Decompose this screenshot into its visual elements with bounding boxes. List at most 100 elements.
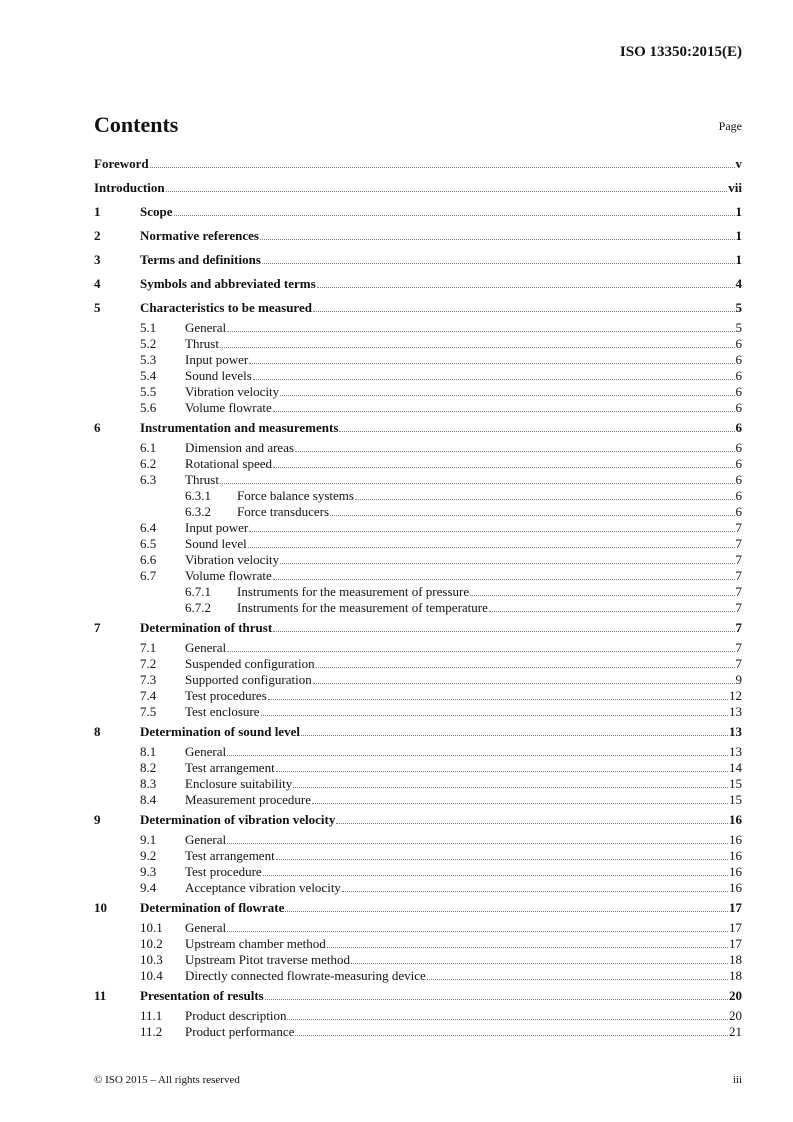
toc-entry[interactable]: 7 Determination of thrust 7 [94,616,742,640]
toc-entry[interactable]: 5.4 Sound levels 6 [94,368,742,384]
toc-entry[interactable]: 1 Scope 1 [94,200,742,224]
toc-entry-number: 3 [94,252,101,267]
toc-entry[interactable]: 6 Instrumentation and measurements 6 [94,416,742,440]
dot-leader [260,238,735,240]
toc-entry-title: Thrust [185,336,219,351]
dot-leader [275,770,728,772]
dot-leader [293,786,728,788]
toc-entry-number: 9.1 [140,832,157,847]
toc-entry[interactable]: 7.4 Test procedures 12 [94,688,742,704]
toc-entry-number: 9.2 [140,848,157,863]
toc-entry[interactable]: 6.7 Volume flowrate 7 [94,568,742,584]
toc-entry-title: Upstream chamber method [185,936,326,951]
dot-leader [267,698,728,700]
toc-entry[interactable]: 10.1 General 17 [94,920,742,936]
toc-entry[interactable]: 10.4 Directly connected flowrate-measurin… [94,968,742,984]
toc-entry-page: 6 [735,472,743,487]
toc-entry[interactable]: 10.2 Upstream chamber method 17 [94,936,742,952]
toc-entry[interactable]: 6.7.1 Instruments for the measurement of … [94,584,742,600]
toc-entry-title: Vibration velocity [185,552,280,567]
toc-entry[interactable]: 9.3 Test procedure 16 [94,864,742,880]
toc-entry-page: 6 [735,488,743,503]
toc-entry-page: 6 [735,336,743,351]
toc-entry-page: 17 [729,900,742,915]
dot-leader [249,362,735,364]
toc-entry[interactable]: 7.2 Suspended configuration 7 [94,656,742,672]
toc-entry[interactable]: 4 Symbols and abbreviated terms 4 [94,272,742,296]
dot-leader [311,802,728,804]
dot-leader [227,842,728,844]
toc-entry-title: Directly connected flowrate-measuring de… [185,968,426,983]
toc-entry-number: 5.1 [140,320,157,335]
toc-entry[interactable]: 6.3 Thrust 6 [94,472,742,488]
toc-entry-number: 10.3 [140,952,163,967]
toc-entry[interactable]: 7.3 Supported configuration 9 [94,672,742,688]
toc-entry-number: 6.6 [140,552,157,567]
toc-entry-page: 4 [735,276,743,291]
toc-entry[interactable]: 5.3 Input power 6 [94,352,742,368]
toc-entry[interactable]: 6.6 Vibration velocity 7 [94,552,742,568]
toc-entry-page: 6 [735,420,743,435]
toc-entry[interactable]: 8.4 Measurement procedure 15 [94,792,742,808]
toc-entry[interactable]: 10.3 Upstream Pitot traverse method 18 [94,952,742,968]
toc-entry[interactable]: 5.1 General 5 [94,320,742,336]
toc-entry[interactable]: 5.5 Vibration velocity 6 [94,384,742,400]
toc-entry[interactable]: 10 Determination of flowrate 17 [94,896,742,920]
dot-leader [272,410,735,412]
toc-entry[interactable]: 9.4 Acceptance vibration velocity 16 [94,880,742,896]
toc-entry-page: 6 [735,504,743,519]
toc-entry-page: 17 [729,920,742,935]
toc-entry-title: General [185,320,227,335]
toc-entry[interactable]: 5.6 Volume flowrate 6 [94,400,742,416]
toc-entry-number: 9.3 [140,864,157,879]
toc-entry-title: General [185,920,227,935]
toc-entry-page: 16 [729,880,742,895]
toc-entry[interactable]: 3 Terms and definitions 1 [94,248,742,272]
toc-entry[interactable]: 11 Presentation of results 20 [94,984,742,1008]
toc-entry[interactable]: 7.1 General 7 [94,640,742,656]
toc-entry-title: Determination of sound level [140,724,300,739]
dot-leader [285,910,728,912]
dot-leader [354,498,735,500]
toc-entry[interactable]: Introduction vii [94,176,742,200]
toc-entry-page: 15 [729,792,742,807]
toc-entry[interactable]: 8.3 Enclosure suitability 15 [94,776,742,792]
toc-entry[interactable]: 6.3.1 Force balance systems 6 [94,488,742,504]
toc-entry[interactable]: 11.2 Product performance 21 [94,1024,742,1040]
toc-entry-title: Test arrangement [185,760,275,775]
toc-entry[interactable]: 8 Determination of sound level 13 [94,720,742,744]
toc-entry-number: 11 [94,988,107,1003]
toc-entry[interactable]: 11.1 Product description 20 [94,1008,742,1024]
toc-entry[interactable]: 5.2 Thrust 6 [94,336,742,352]
toc-entry-number: 6.7.2 [185,600,211,615]
toc-entry[interactable]: 9 Determination of vibration velocity 16 [94,808,742,832]
dot-leader [247,546,735,548]
toc-entry[interactable]: 6.1 Dimension and areas 6 [94,440,742,456]
toc-entry[interactable]: 2 Normative references 1 [94,224,742,248]
toc-entry-title: Characteristics to be measured [140,300,312,315]
toc-entry[interactable]: 6.2 Rotational speed 6 [94,456,742,472]
dot-leader [316,286,735,288]
toc-entry[interactable]: 7.5 Test enclosure 13 [94,704,742,720]
toc-entry[interactable]: 9.2 Test arrangement 16 [94,848,742,864]
toc-entry[interactable]: 6.7.2 Instruments for the measurement of … [94,600,742,616]
toc-entry-page: 12 [729,688,742,703]
toc-entry[interactable]: 6.4 Input power 7 [94,520,742,536]
dot-leader [312,682,735,684]
toc-entry[interactable]: 8.1 General 13 [94,744,742,760]
toc-entry-number: 8.1 [140,744,157,759]
toc-entry-number: 10 [94,900,107,915]
toc-entry-number: 6.5 [140,536,157,551]
toc-entry[interactable]: Foreword v [94,152,742,176]
toc-entry-title: General [185,640,227,655]
toc-entry-title: Product description [185,1008,287,1023]
toc-entry[interactable]: 9.1 General 16 [94,832,742,848]
toc-entry[interactable]: 6.3.2 Force transducers 6 [94,504,742,520]
toc-entry-number: 5.2 [140,336,157,351]
toc-entry[interactable]: 6.5 Sound level 7 [94,536,742,552]
toc-entry-page: 7 [735,520,743,535]
toc-entry[interactable]: 8.2 Test arrangement 14 [94,760,742,776]
toc-entry[interactable]: 5 Characteristics to be measured 5 [94,296,742,320]
dot-leader [351,962,728,964]
toc-entry-page: 17 [729,936,742,951]
